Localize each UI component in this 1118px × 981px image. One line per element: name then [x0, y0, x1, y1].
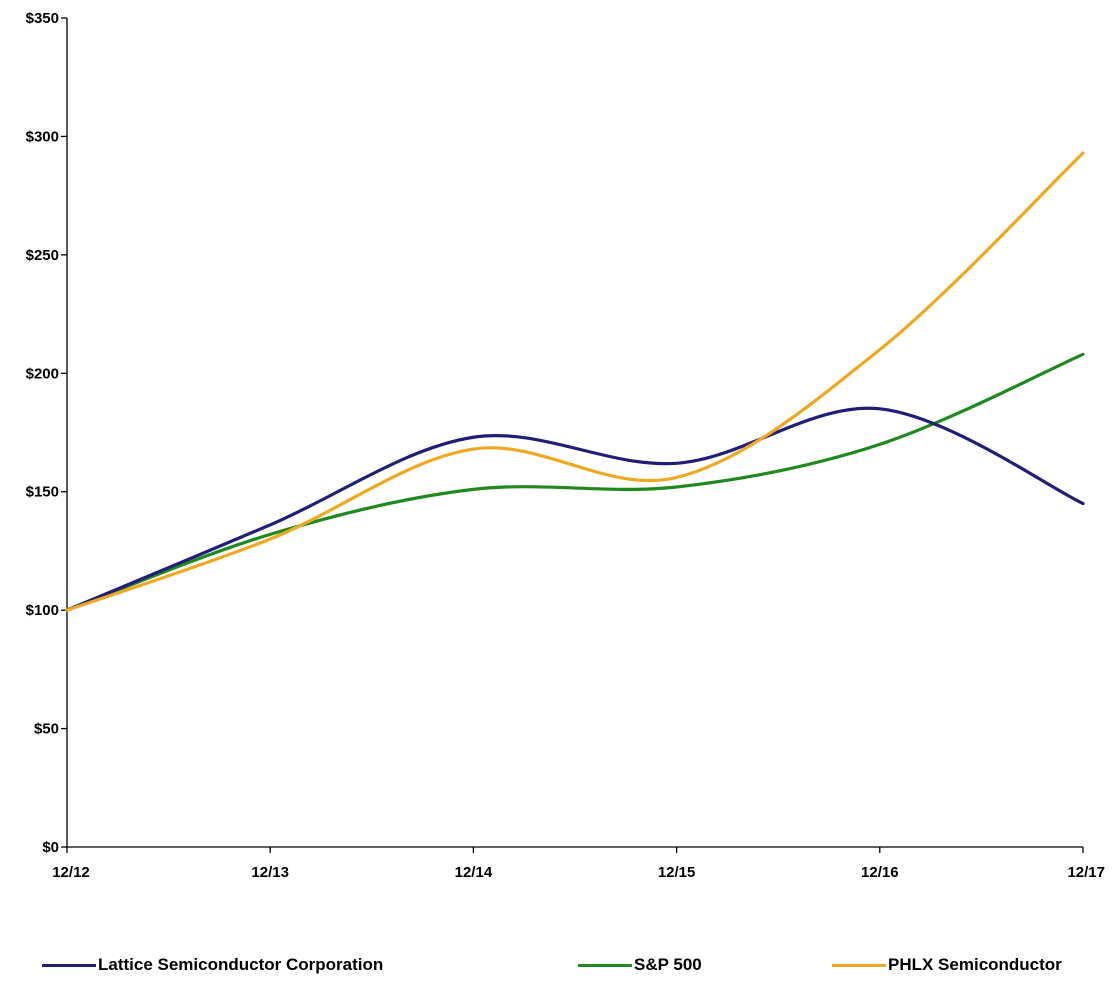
- legend-item-phlx: PHLX Semiconductor: [832, 955, 1062, 975]
- x-tick-label: 12/17: [1067, 864, 1105, 881]
- series-line-phlx: [65, 151, 1085, 612]
- legend-label-lattice: Lattice Semiconductor Corporation: [98, 955, 384, 974]
- legend-label-phlx: PHLX Semiconductor: [888, 955, 1062, 974]
- x-tick-label: 12/13: [251, 864, 289, 881]
- y-tick-label: $250: [26, 247, 59, 264]
- y-axis: $0 $50 $100 $150 $200 $250 $300 $350: [26, 10, 68, 856]
- series-line-sp500: [65, 352, 1085, 612]
- series-line-lattice: [65, 406, 1085, 612]
- legend-swatch-sp500: [578, 963, 632, 967]
- x-tick-label: 12/12: [52, 864, 90, 881]
- x-tick-label: 12/14: [455, 864, 493, 881]
- legend-swatch-lattice: [42, 963, 96, 967]
- y-tick-label: $100: [26, 602, 59, 619]
- y-tick-label: $50: [34, 721, 59, 738]
- x-axis: 12/12 12/13 12/14 12/15 12/16 12/17: [52, 846, 1105, 881]
- legend: Lattice Semiconductor Corporation S&P 50…: [0, 955, 1118, 981]
- x-tick-label: 12/16: [861, 864, 899, 881]
- y-tick-label: $200: [26, 365, 59, 382]
- y-tick-label: $350: [26, 10, 59, 27]
- x-tick-label: 12/15: [658, 864, 696, 881]
- legend-item-sp500: S&P 500: [578, 955, 702, 975]
- legend-item-lattice: Lattice Semiconductor Corporation: [42, 955, 383, 975]
- line-chart: $0 $50 $100 $150 $200 $250 $300 $350 12/12 12/13…: [26, 10, 1105, 881]
- y-tick-label: $300: [26, 128, 59, 145]
- series-lines: [65, 151, 1085, 612]
- y-tick-label: $0: [42, 839, 59, 856]
- legend-swatch-phlx: [832, 963, 886, 967]
- legend-label-sp500: S&P 500: [634, 955, 702, 974]
- y-tick-label: $150: [26, 484, 59, 501]
